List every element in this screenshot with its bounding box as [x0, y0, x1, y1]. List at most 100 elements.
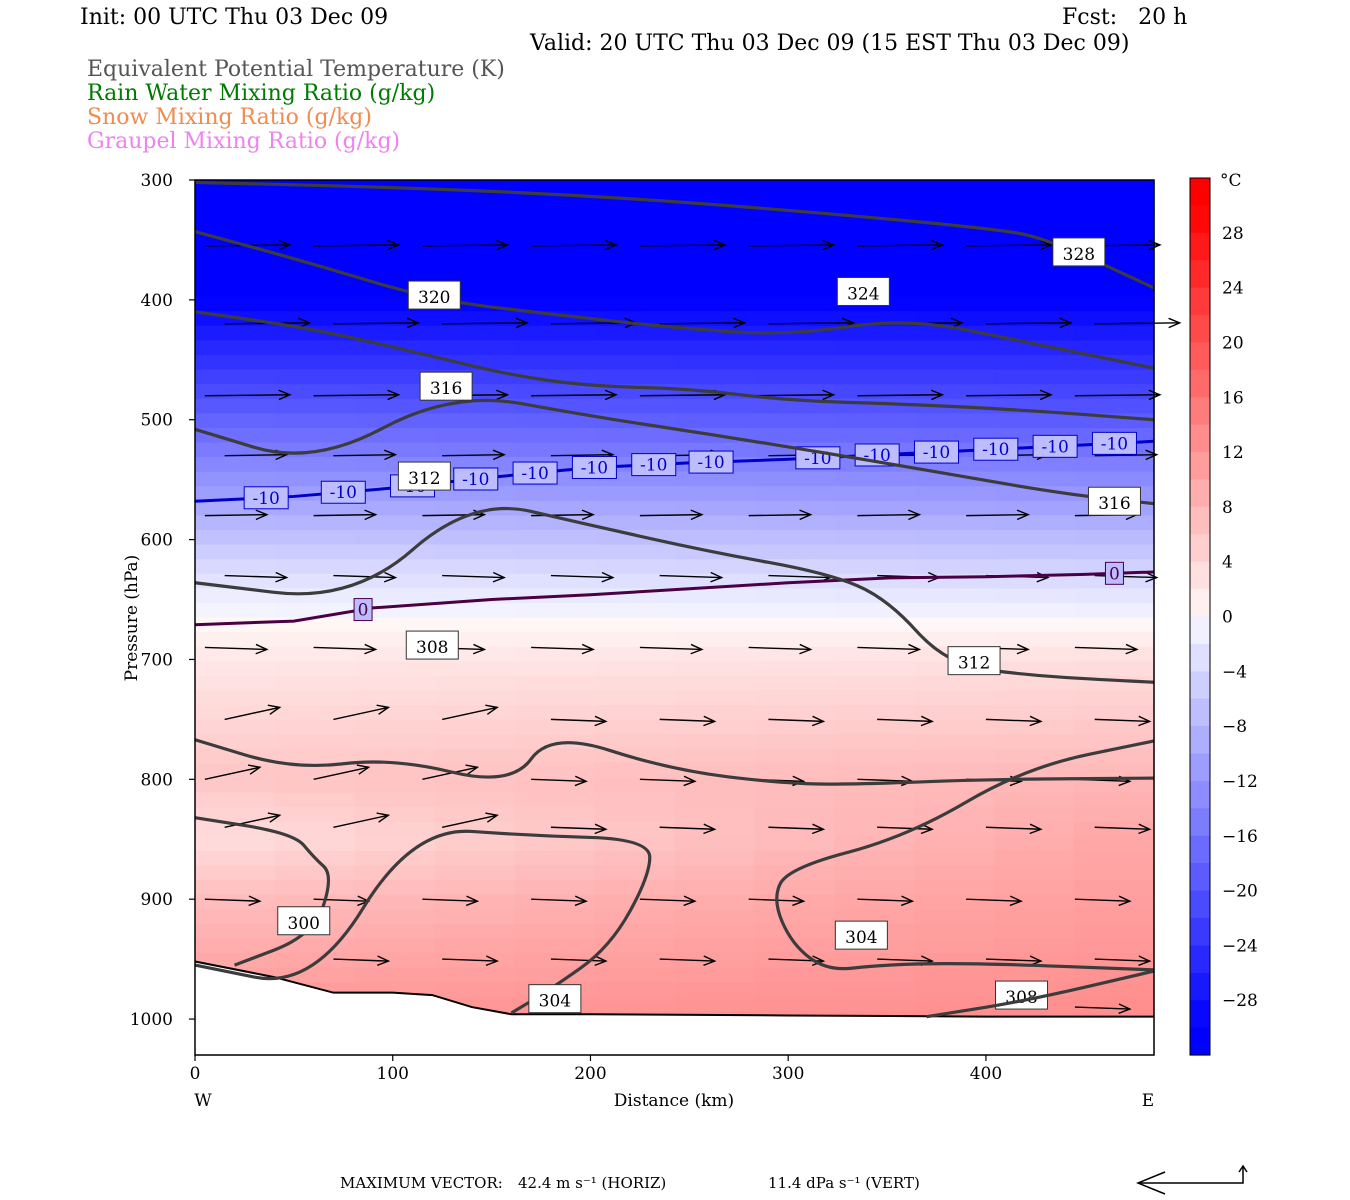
- field-cell: [914, 719, 995, 735]
- field-cell: [914, 471, 995, 487]
- plot-frame: [194, 179, 1155, 1056]
- max-vector-vert: 11.4 dPa s⁻¹ (VERT): [768, 1174, 920, 1192]
- field-cell: [434, 690, 516, 706]
- field-cell: [354, 442, 436, 458]
- field-cell: [754, 530, 835, 546]
- field-cell: [1074, 792, 1155, 808]
- colorbar-segment: [1190, 589, 1210, 618]
- field-cell: [594, 500, 676, 517]
- field-cell: [994, 938, 1075, 954]
- field-cell: [834, 194, 915, 210]
- colorbar-segment: [1190, 479, 1210, 508]
- wind-vector: [333, 571, 398, 583]
- colorbar-tick-label: 16: [1222, 388, 1244, 408]
- field-cell: [914, 530, 995, 546]
- colorbar-tick-label: 12: [1222, 443, 1244, 463]
- wind-vector: [639, 509, 704, 521]
- wind-vector: [550, 715, 608, 727]
- field-cell: [354, 515, 436, 531]
- wind-vector: [333, 317, 421, 329]
- x-tick-label: 100: [377, 1064, 409, 1084]
- field-cell: [914, 180, 995, 196]
- isotherm-label: -10: [1091, 431, 1137, 455]
- field-cell: [354, 909, 436, 925]
- colorbar-segment: [1190, 178, 1210, 207]
- field-cell: [594, 632, 676, 648]
- colorbar-tick-label: −20: [1222, 882, 1258, 902]
- field-cell: [514, 413, 596, 429]
- colorbar-tick-label: 4: [1222, 553, 1233, 573]
- field-cell: [914, 836, 995, 852]
- field-cell: [1074, 194, 1155, 210]
- field-cell: [354, 690, 436, 706]
- field-cell: [195, 223, 276, 239]
- field-cell: [994, 865, 1075, 881]
- wind-vector: [857, 239, 945, 251]
- field-cell: [354, 748, 436, 764]
- field-cell: [994, 180, 1075, 196]
- field-cell: [434, 515, 516, 531]
- wind-vector: [966, 509, 1030, 521]
- field-cell: [354, 894, 436, 910]
- field-cell: [594, 238, 676, 254]
- field-cell: [994, 602, 1075, 619]
- field-cell: [1074, 690, 1155, 706]
- field-cell: [354, 938, 436, 954]
- field-cell: [434, 836, 516, 852]
- field-cell: [195, 384, 276, 400]
- field-cell: [674, 734, 756, 750]
- field-cell: [1074, 355, 1155, 371]
- isotherm-label: 0: [353, 598, 373, 622]
- field-cell: [674, 923, 756, 939]
- field-cell: [1074, 719, 1155, 735]
- field-cell: [834, 632, 915, 648]
- legend-graupel: Graupel Mixing Ratio (g/kg): [87, 129, 401, 154]
- field-cell: [834, 530, 915, 546]
- wind-vector: [659, 317, 747, 329]
- field-cell: [834, 821, 915, 837]
- colorbar-tick-label: −8: [1222, 717, 1247, 737]
- field-cell: [354, 923, 436, 939]
- wind-vector: [550, 955, 608, 967]
- theta-e-label: 308: [405, 630, 459, 660]
- field-cell: [754, 369, 835, 385]
- field-cell: [514, 850, 596, 867]
- field-cell: [274, 398, 356, 414]
- field-cell: [914, 267, 995, 283]
- theta-e-label: 300: [277, 906, 331, 936]
- svg-text:-10: -10: [462, 470, 489, 490]
- field-cell: [594, 530, 676, 546]
- field-cell: [274, 646, 356, 662]
- field-cell: [1074, 180, 1155, 196]
- field-cell: [514, 675, 596, 692]
- field-cell: [434, 909, 516, 925]
- field-cell: [594, 515, 676, 531]
- field-cell: [754, 355, 835, 371]
- field-cell: [674, 369, 756, 385]
- field-cell: [674, 967, 756, 983]
- field-cell: [195, 850, 276, 867]
- field-cell: [594, 427, 676, 444]
- field-cell: [834, 602, 915, 619]
- field-cell: [1074, 296, 1155, 312]
- field-cell: [674, 996, 756, 1012]
- field-cell: [514, 194, 596, 210]
- field-cell: [914, 194, 995, 210]
- theta-e-label: 312: [397, 461, 451, 491]
- field-cell: [594, 355, 676, 371]
- field-cell: [914, 675, 995, 692]
- field-cell: [354, 705, 436, 721]
- field-cell: [834, 252, 915, 269]
- theta-e-label: 312: [947, 646, 1001, 676]
- field-cell: [594, 850, 676, 867]
- wind-vector: [966, 239, 1053, 251]
- field-cell: [274, 223, 356, 239]
- field-cell: [674, 909, 756, 925]
- field-cell: [195, 836, 276, 852]
- field-cell: [914, 880, 995, 896]
- colorbar-tick-label: −28: [1222, 991, 1258, 1011]
- theta-e-line: [194, 738, 1155, 786]
- field-cell: [1074, 223, 1155, 239]
- field-cell: [994, 340, 1075, 356]
- field-cell: [754, 486, 835, 502]
